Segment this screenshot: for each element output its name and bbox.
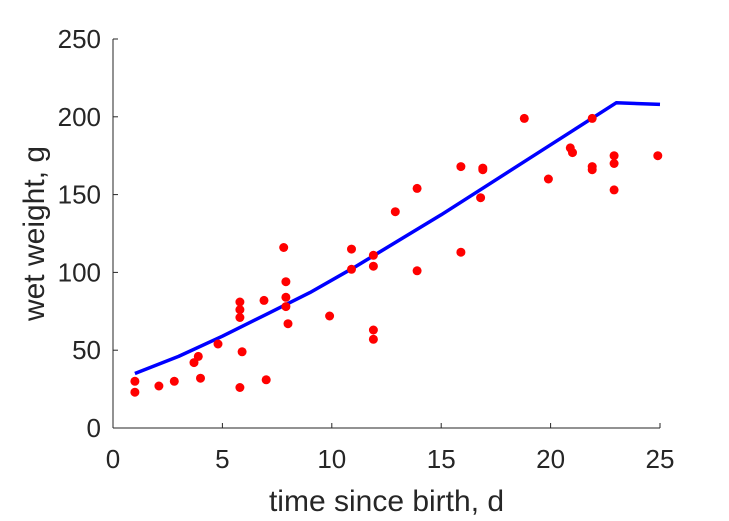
y-tick-label: 0 <box>87 413 101 443</box>
data-point <box>368 250 378 260</box>
data-point <box>456 162 466 172</box>
data-point <box>237 347 247 357</box>
data-point <box>261 375 271 385</box>
data-point <box>130 376 140 386</box>
y-tick-label: 100 <box>58 257 101 287</box>
data-point <box>478 163 488 173</box>
data-point <box>193 351 203 361</box>
fit-curve <box>134 101 661 376</box>
data-points-layer <box>130 113 663 397</box>
data-point <box>154 381 164 391</box>
axis-labels-layer: time since birth, d wet weight, g <box>18 146 504 518</box>
data-point <box>587 113 597 123</box>
data-point <box>325 311 335 321</box>
data-point <box>281 292 291 302</box>
data-point <box>368 325 378 335</box>
data-point <box>368 334 378 344</box>
data-point <box>283 319 293 329</box>
data-point <box>213 339 223 349</box>
y-axis-label: wet weight, g <box>18 146 51 322</box>
data-point <box>347 244 356 254</box>
data-point <box>347 264 356 274</box>
y-tick-label: 50 <box>72 335 101 365</box>
data-point <box>653 151 663 161</box>
y-tick-label: 150 <box>58 180 101 210</box>
data-point <box>368 261 378 271</box>
data-point <box>609 159 619 168</box>
y-tick-label: 250 <box>58 24 101 54</box>
data-point <box>456 247 466 257</box>
data-point <box>568 148 577 158</box>
data-point <box>519 113 529 123</box>
fit-curve-layer <box>134 101 661 376</box>
data-point <box>169 376 179 386</box>
data-point <box>235 383 245 392</box>
y-tick-label: 200 <box>58 102 101 132</box>
x-tick-label: 20 <box>536 444 565 474</box>
data-point <box>235 305 245 315</box>
data-point <box>196 373 205 383</box>
data-point <box>130 387 140 397</box>
data-point <box>476 193 486 203</box>
x-axis-label: time since birth, d <box>269 485 504 518</box>
x-tick-label: 10 <box>317 444 346 474</box>
x-tick-label: 25 <box>646 444 675 474</box>
data-point <box>412 266 422 276</box>
data-point <box>279 243 289 252</box>
data-point <box>390 207 400 217</box>
x-tick-label: 5 <box>215 444 229 474</box>
x-tick-label: 0 <box>106 444 120 474</box>
data-point <box>281 277 291 287</box>
data-point <box>412 183 422 193</box>
data-point <box>587 165 597 175</box>
data-point <box>281 302 291 312</box>
data-point <box>235 313 245 322</box>
data-point <box>609 151 619 161</box>
x-tick-label: 15 <box>427 444 456 474</box>
data-point <box>259 295 269 305</box>
data-point <box>235 297 245 307</box>
data-point <box>609 185 619 195</box>
data-point <box>543 174 553 184</box>
